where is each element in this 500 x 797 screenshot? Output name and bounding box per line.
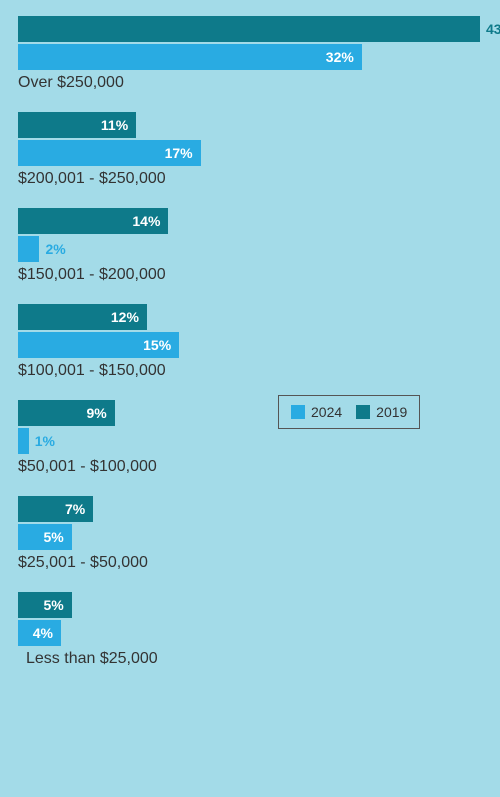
chart-group: 5% 4% Less than $25,000 bbox=[18, 592, 482, 668]
category-label: $100,001 - $150,000 bbox=[18, 362, 482, 380]
bar-2019: 7% bbox=[18, 496, 93, 522]
bar-2019: 11% bbox=[18, 112, 136, 138]
bar-value-label: 1% bbox=[35, 433, 55, 449]
bar-2019: 14% bbox=[18, 208, 168, 234]
grouped-horizontal-bar-chart: 43% 32% Over $250,000 11% 17% $200,001 - $250… bbox=[0, 0, 500, 797]
bar-2019: 43% bbox=[18, 16, 480, 42]
bar-value-label: 9% bbox=[86, 405, 106, 421]
category-label: $200,001 - $250,000 bbox=[18, 170, 482, 188]
bar-2019: 9% bbox=[18, 400, 115, 426]
bar-2024: 15% bbox=[18, 332, 179, 358]
bar-value-label: 5% bbox=[43, 529, 63, 545]
legend-label: 2024 bbox=[311, 404, 342, 420]
bar-2024: 2% bbox=[18, 236, 39, 262]
legend-item: 2019 bbox=[356, 404, 407, 420]
legend-swatch bbox=[356, 405, 370, 419]
chart-group: 11% 17% $200,001 - $250,000 bbox=[18, 112, 482, 188]
bar-value-label: 12% bbox=[111, 309, 139, 325]
bar-value-label: 32% bbox=[326, 49, 354, 65]
chart-group: 12%15% $100,001 - $150,000 bbox=[18, 304, 482, 380]
legend-swatch bbox=[291, 405, 305, 419]
category-label: $25,001 - $50,000 bbox=[18, 554, 482, 572]
bar-value-label: 17% bbox=[165, 145, 193, 161]
bar-2019: 12% bbox=[18, 304, 147, 330]
bar-2024: 4% bbox=[18, 620, 61, 646]
chart-group: 43% 32% Over $250,000 bbox=[18, 16, 482, 92]
bar-value-label: 43% bbox=[486, 21, 500, 37]
chart-group: 14% 2% $150,001 - $200,000 bbox=[18, 208, 482, 284]
category-label: Less than $25,000 bbox=[18, 650, 482, 668]
bar-value-label: 4% bbox=[33, 625, 53, 641]
bar-2024: 1% bbox=[18, 428, 29, 454]
bar-2024: 32% bbox=[18, 44, 362, 70]
bar-2024: 5% bbox=[18, 524, 72, 550]
legend-item: 2024 bbox=[291, 404, 342, 420]
bar-2019: 5% bbox=[18, 592, 72, 618]
category-label: $150,001 - $200,000 bbox=[18, 266, 482, 284]
bar-2024: 17% bbox=[18, 140, 201, 166]
chart-group: 7%5% $25,001 - $50,000 bbox=[18, 496, 482, 572]
bar-value-label: 7% bbox=[65, 501, 85, 517]
legend-label: 2019 bbox=[376, 404, 407, 420]
category-label: Over $250,000 bbox=[18, 74, 482, 92]
bar-value-label: 5% bbox=[43, 597, 63, 613]
bar-value-label: 11% bbox=[101, 117, 128, 133]
bar-value-label: 2% bbox=[45, 241, 65, 257]
category-label: $50,001 - $100,000 bbox=[18, 458, 482, 476]
bar-value-label: 15% bbox=[143, 337, 171, 353]
chart-legend: 2024 2019 bbox=[278, 395, 420, 429]
bar-value-label: 14% bbox=[132, 213, 160, 229]
